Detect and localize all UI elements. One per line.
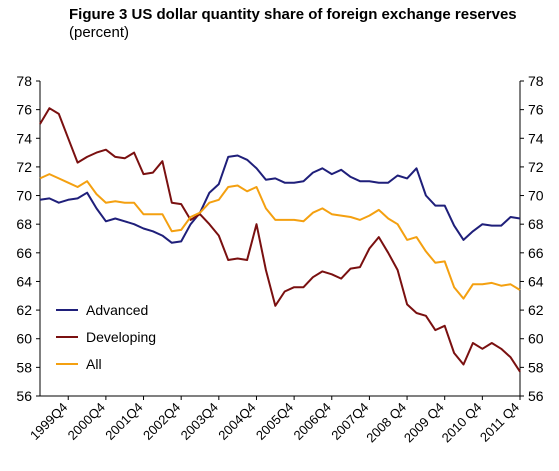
- series-line-all: [39, 173, 521, 300]
- chart-title: Figure 3 US dollar quantity share of for…: [69, 6, 539, 42]
- legend: Advanced Developing All: [56, 302, 156, 372]
- y-tick-label-right: 60: [528, 331, 544, 347]
- y-tick-label-left: 64: [16, 273, 32, 289]
- x-axis: 1999Q42000Q42001Q42002Q42003Q42004Q42005…: [27, 396, 522, 445]
- y-tick-label-right: 62: [528, 302, 544, 318]
- y-tick-label-right: 78: [528, 73, 544, 89]
- y-tick-label-right: 74: [528, 130, 544, 146]
- legend-label-advanced: Advanced: [86, 302, 148, 318]
- y-axis-left: 56 58 60 62 64 66 68 70 72 74 76 78: [16, 73, 40, 404]
- x-tick-label: 2008 Q4: [363, 400, 409, 446]
- y-tick-label-right: 58: [528, 359, 544, 375]
- y-tick-label-left: 60: [16, 331, 32, 347]
- y-tick-label-left: 78: [16, 73, 32, 89]
- y-tick-label-left: 58: [16, 359, 32, 375]
- x-tick-label: 2000Q4: [65, 400, 108, 443]
- y-tick-label-right: 68: [528, 216, 544, 232]
- y-tick-label-right: 70: [528, 188, 544, 204]
- series-lines: [39, 107, 521, 373]
- y-tick-label-left: 56: [16, 388, 32, 404]
- y-tick-label-right: 56: [528, 388, 544, 404]
- y-tick-label-left: 74: [16, 130, 32, 146]
- y-axis-right: 56 58 60 62 64 66 68 70 72 74 76 78: [520, 73, 544, 404]
- series-line-advanced: [39, 154, 521, 244]
- x-tick-label: 2005Q4: [253, 400, 296, 443]
- y-tick-label-left: 76: [16, 102, 32, 118]
- y-tick-label-right: 66: [528, 245, 544, 261]
- y-tick-label-right: 64: [528, 273, 544, 289]
- y-tick-label-right: 72: [528, 159, 544, 175]
- y-tick-label-left: 62: [16, 302, 32, 318]
- chart-title-main: Figure 3 US dollar quantity share of for…: [69, 6, 517, 23]
- x-tick-label: 2001Q4: [102, 400, 145, 443]
- x-tick-label: 2002Q4: [140, 400, 183, 443]
- x-tick-label: 2011 Q4: [477, 400, 522, 445]
- x-tick-label: 2004Q4: [215, 400, 258, 443]
- legend-label-developing: Developing: [86, 329, 156, 345]
- y-tick-label-right: 76: [528, 102, 544, 118]
- x-tick-label: 2010 Q4: [439, 400, 485, 446]
- x-tick-label: 2003Q4: [178, 400, 221, 443]
- x-tick-label: 2009 Q4: [401, 400, 447, 446]
- series-line-developing: [39, 107, 521, 373]
- y-tick-label-left: 70: [16, 188, 32, 204]
- x-tick-label: 2006Q4: [291, 400, 334, 443]
- legend-label-all: All: [86, 356, 102, 372]
- chart-title-suffix: (percent): [69, 24, 130, 41]
- y-tick-label-left: 68: [16, 216, 32, 232]
- chart-axes: [39, 81, 521, 397]
- y-tick-label-left: 66: [16, 245, 32, 261]
- x-tick-label: 1999Q4: [27, 400, 70, 443]
- y-tick-label-left: 72: [16, 159, 32, 175]
